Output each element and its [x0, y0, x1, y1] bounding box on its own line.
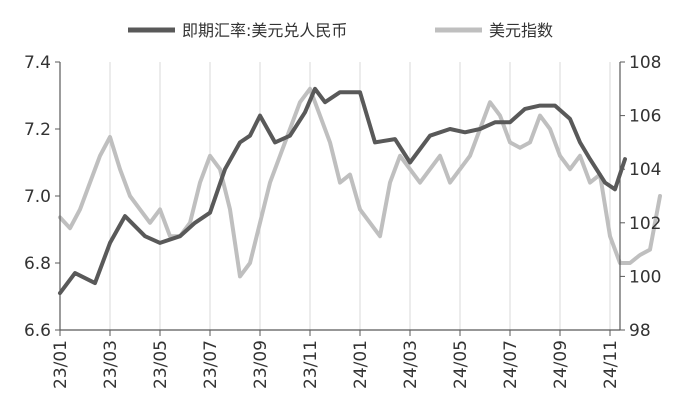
series-line-dxy: [58, 86, 662, 279]
y-left-tick-label: 7.0: [24, 187, 51, 207]
x-tick-label: 23/11: [301, 340, 321, 389]
axes: 23/01 23/03 23/05 23/07 23/09 23/11 24/01 24/03…: [24, 53, 662, 389]
x-tick-label: 23/07: [201, 340, 221, 389]
series-layer: [58, 86, 662, 296]
series-line-usdcny: [58, 86, 627, 296]
y-left-tick-label: 7.4: [24, 53, 51, 73]
x-tick-label: 24/07: [501, 340, 521, 389]
legend-label-dxy: 美元指数: [489, 21, 553, 40]
y-right-tick-label: 102: [629, 214, 661, 234]
x-tick-label: 24/09: [551, 340, 571, 389]
legend-label-usdcny: 即期汇率:美元兑人民币: [182, 21, 347, 40]
x-tick-label: 24/01: [351, 340, 371, 389]
gridlines: [109, 62, 611, 330]
y-right-tick-label: 104: [629, 160, 661, 180]
y-right-tick-label: 106: [629, 107, 661, 127]
x-tick-label: 23/01: [51, 340, 71, 389]
legend: 即期汇率:美元兑人民币 美元指数: [128, 21, 553, 40]
y-left-tick-label: 6.8: [24, 254, 51, 274]
y-left-tick-label: 6.6: [24, 321, 51, 341]
y-right-tick-label: 108: [629, 53, 661, 73]
y-left-tick-label: 7.2: [24, 120, 51, 140]
x-tick-label: 23/03: [101, 340, 121, 389]
x-tick-label: 24/05: [451, 340, 471, 389]
x-tick-label: 23/09: [251, 340, 271, 389]
y-right-tick-label: 100: [629, 267, 661, 287]
y-right-tick-label: 98: [629, 321, 651, 341]
x-tick-label: 24/11: [601, 340, 621, 389]
x-tick-label: 24/03: [401, 340, 421, 389]
x-tick-label: 23/05: [151, 340, 171, 389]
